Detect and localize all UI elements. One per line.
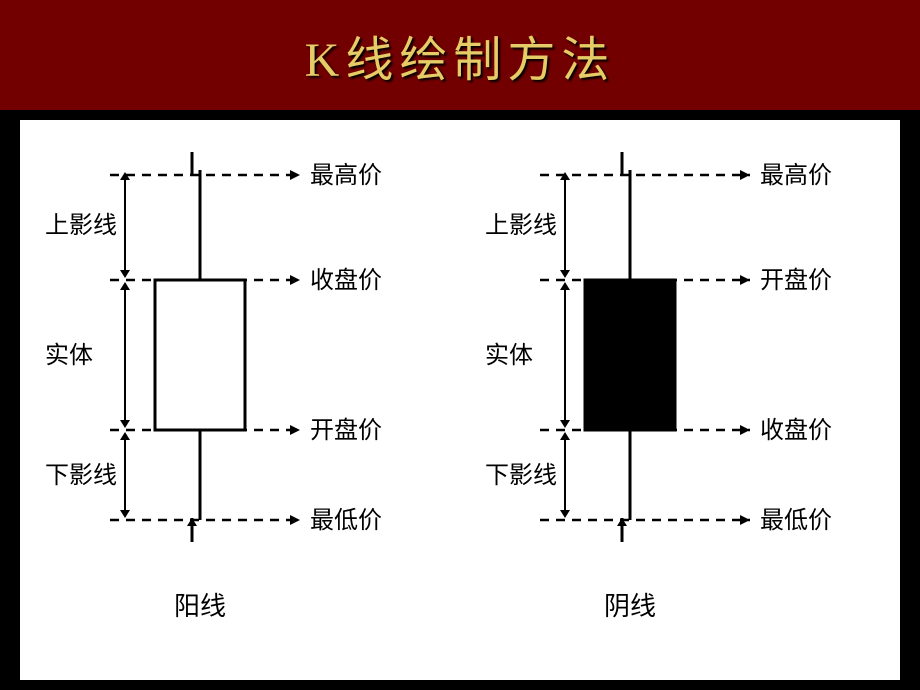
svg-text:实体: 实体	[485, 342, 533, 369]
diagram-canvas: 最高价收盘价开盘价最低价上影线实体下影线阳线最高价开盘价收盘价最低价上影线实体下…	[20, 120, 900, 680]
svg-text:收盘价: 收盘价	[760, 417, 832, 444]
svg-text:开盘价: 开盘价	[760, 267, 832, 294]
svg-text:最高价: 最高价	[310, 162, 382, 189]
svg-text:收盘价: 收盘价	[310, 267, 382, 294]
title-bar: K线绘制方法	[0, 0, 920, 110]
svg-text:最高价: 最高价	[760, 162, 832, 189]
svg-text:上影线: 上影线	[485, 212, 557, 239]
svg-text:开盘价: 开盘价	[310, 417, 382, 444]
svg-text:阳线: 阳线	[174, 592, 226, 621]
svg-text:最低价: 最低价	[310, 507, 382, 534]
svg-text:阴线: 阴线	[604, 592, 656, 621]
svg-text:下影线: 下影线	[45, 462, 117, 489]
candlestick-diagram-svg: 最高价收盘价开盘价最低价上影线实体下影线阳线最高价开盘价收盘价最低价上影线实体下…	[20, 120, 900, 680]
svg-text:下影线: 下影线	[485, 462, 557, 489]
svg-text:最低价: 最低价	[760, 507, 832, 534]
svg-text:实体: 实体	[45, 342, 93, 369]
svg-text:上影线: 上影线	[45, 212, 117, 239]
page-title: K线绘制方法	[305, 20, 616, 90]
